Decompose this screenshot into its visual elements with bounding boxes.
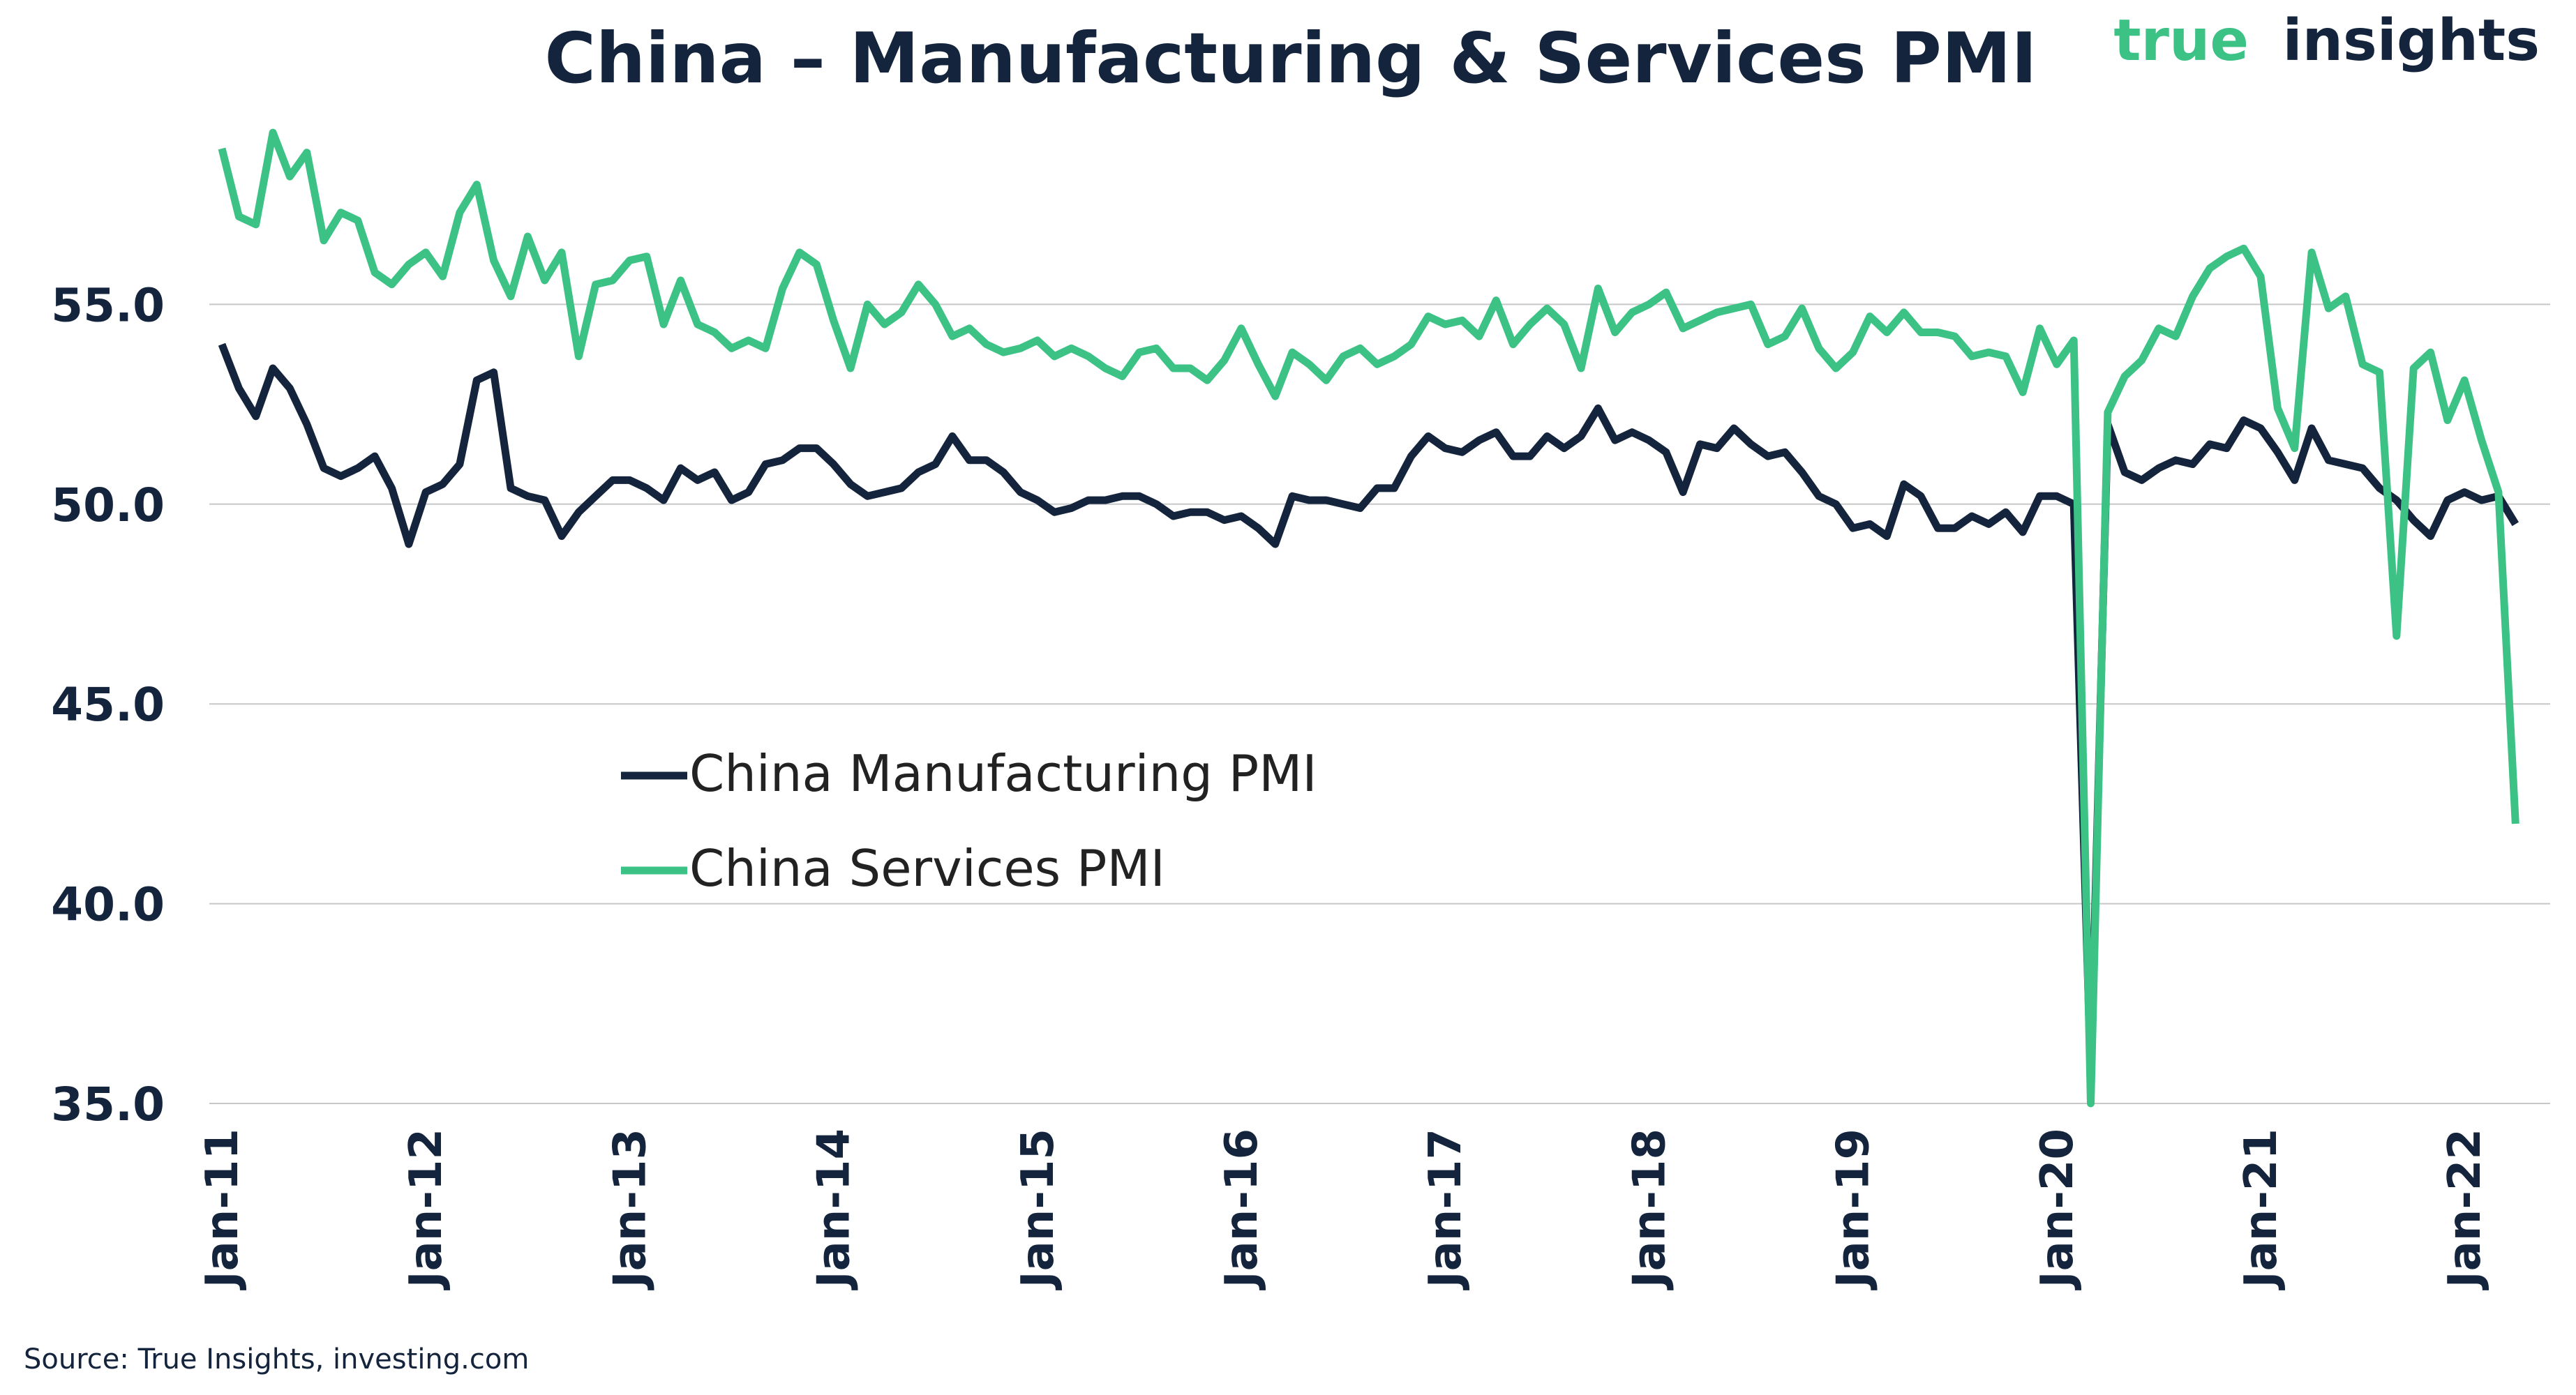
series-line-manufacturing [218,342,2519,1080]
x-tick-label: Jan-20 [2032,1129,2083,1290]
x-tick-label: Jan-22 [2439,1129,2491,1290]
legend-label-services: China Services PMI [689,839,1165,898]
brand-logo: true insights [2113,8,2540,74]
svg-text:true insights: true insights [2113,8,2540,74]
legend: China Manufacturing PMI China Services P… [621,744,1317,898]
x-tick-label: Jan-18 [1624,1129,1675,1290]
legend-label-manufacturing: China Manufacturing PMI [689,744,1317,803]
x-axis-tick-labels: Jan-11 Jan-12 Jan-13 Jan-14 Jan-15 Jan-16 Jan-… [197,1129,2491,1290]
brand-word-true: true [2113,8,2249,74]
x-tick-label: Jan-21 [2236,1129,2287,1290]
chart-title: China – Manufacturing & Services PMI [544,17,2037,99]
x-tick-label: Jan-19 [1828,1129,1880,1290]
y-tick-label: 50.0 [51,478,165,532]
y-tick-label: 35.0 [51,1078,165,1131]
y-tick-label: 45.0 [51,678,165,732]
brand-word-insights: insights [2283,8,2540,74]
series-lines [218,128,2519,1108]
y-tick-label: 55.0 [51,278,165,332]
y-axis-tick-labels: 35.0 40.0 45.0 50.0 55.0 [51,278,165,1131]
x-tick-label: Jan-14 [809,1129,860,1290]
x-tick-label: Jan-11 [197,1129,248,1290]
x-tick-label: Jan-17 [1420,1129,1472,1290]
y-tick-label: 40.0 [51,878,165,932]
x-tick-label: Jan-12 [400,1129,452,1290]
x-tick-label: Jan-16 [1216,1129,1268,1290]
x-tick-label: Jan-15 [1012,1129,1064,1290]
series-line-services [218,128,2519,1108]
source-note: Source: True Insights, investing.com [24,1343,529,1375]
x-tick-label: Jan-13 [604,1129,656,1290]
gridlines [209,303,2550,1104]
